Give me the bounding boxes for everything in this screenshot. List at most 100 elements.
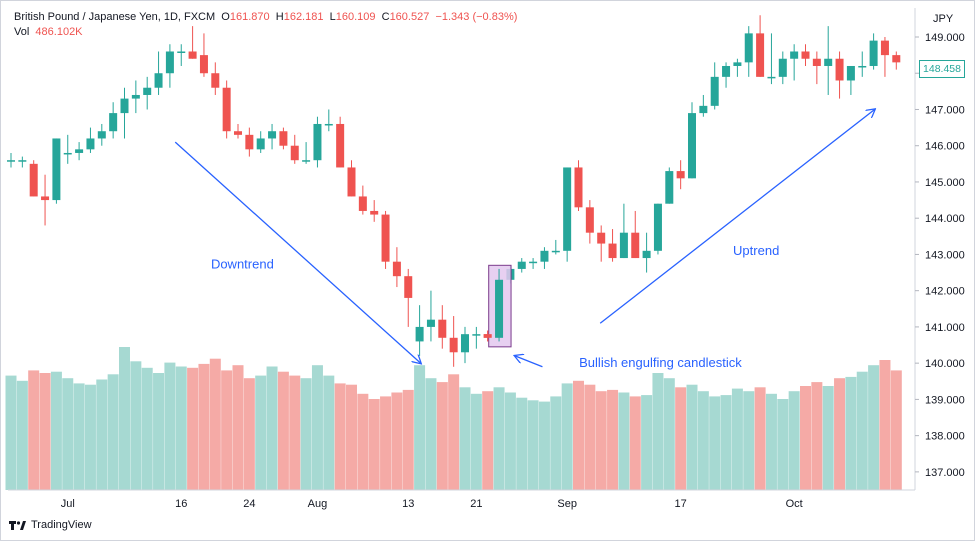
volume-bar [516,397,528,490]
y-tick-label: 137.000 [925,467,965,479]
candle-body [143,87,152,95]
candle-body [722,65,731,77]
tradingview-logo-icon [9,520,26,530]
volume-bar [153,373,165,490]
volume-bar [402,389,414,490]
volume-bar [255,375,267,490]
candle-body [392,261,401,277]
volume-bar [822,386,834,490]
x-tick-label: 21 [470,498,482,510]
candle-body [7,160,15,162]
candle-body [234,131,242,135]
candle-body [563,167,572,251]
candle-body [29,163,38,197]
volume-bar [334,383,346,490]
x-tick-label: Jul [61,498,75,510]
volume-bar [323,375,335,490]
volume-bar [175,366,187,490]
volume-bar [584,384,596,490]
tradingview-brand: TradingView [9,519,92,531]
volume-bar [357,393,369,490]
engulfing-candle-body [495,279,504,338]
y-tick-label: 139.000 [925,394,965,406]
candle-body [199,55,208,74]
volume-bar [845,376,857,490]
candle-body [529,261,538,264]
candle-body [381,214,390,262]
volume-bar [311,365,323,490]
volume-bar [561,383,573,490]
candle-body [574,167,583,208]
x-tick-label: 13 [402,498,414,510]
volume-bar [550,396,562,490]
volume-bar [164,362,176,490]
volume-bar [868,365,880,490]
volume-bar [84,384,96,490]
candle-body [336,123,345,168]
candle-body [86,138,95,150]
volume-bar [5,375,17,490]
volume-bar [686,384,698,490]
candle-body [131,94,140,99]
volume-bar [300,378,312,490]
candle-body [517,261,526,269]
downtrend-label: Downtrend [211,256,274,271]
volume-bar [470,393,482,490]
volume-bar [788,391,800,490]
candle-body [710,76,719,106]
volume-bar [459,387,471,490]
candle-body [313,123,322,161]
volume-bar [232,365,244,490]
candle-body [75,149,84,153]
y-tick-label: 146.000 [925,141,965,153]
candle-body [449,337,458,353]
volume-bar [595,391,607,490]
candle-body [653,203,662,251]
candle-body [52,138,61,201]
candle-body [165,51,174,74]
candle-body [846,65,855,81]
volume-bar [448,374,460,490]
high-value: 162.181 [283,11,324,23]
uptrend-label: Uptrend [733,243,779,258]
candle-body [438,319,447,338]
x-tick-label: Oct [786,498,803,510]
candle-body [472,334,481,336]
engulfing-arrow [515,356,543,368]
x-tick-label: 24 [243,498,255,510]
y-tick-label: 144.000 [925,213,965,225]
chart-legend: British Pound / Japanese Yen, 1D, FXCM O… [14,10,517,40]
candle-body [426,319,435,327]
candle-body [880,40,889,56]
change-value: −1.343 (−0.83%) [435,11,518,23]
volume-bar [277,371,289,490]
y-tick-label: 140.000 [925,358,965,370]
volume-bar [527,400,539,490]
volume-bar [436,382,448,490]
candle-body [585,207,594,233]
candle-body [120,98,129,114]
volume-line: Vol 486.102K [14,25,517,40]
volume-bar [652,373,664,490]
volume-bar [663,378,675,490]
candle-body [756,33,765,77]
candle-body [222,87,231,132]
volume-bar [198,363,210,490]
candle-body [154,73,163,88]
volume-bar [629,396,641,490]
volume-bar [414,365,426,490]
volume-bar [618,392,630,490]
candle-body [18,160,27,162]
candle-body [461,334,469,353]
volume-bar [96,379,108,490]
downtrend-arrow [174,141,420,363]
candle-body [63,152,72,155]
engulfing-label: Bullish engulfing candlestick [579,355,742,370]
x-tick-label: 17 [675,498,687,510]
candle-body [631,232,640,259]
y-tick-label: 147.000 [925,104,965,116]
volume-bar [391,392,403,490]
candle-body [835,58,844,81]
candle-body [302,160,311,162]
